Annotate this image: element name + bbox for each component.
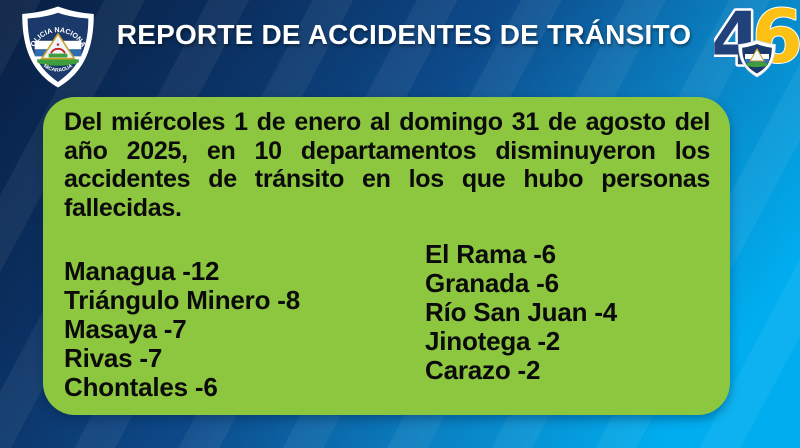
paragraph-line: accidentes de tránsito en los que hubo p… (64, 165, 710, 193)
anniversary-46-logo: 4 6 (714, 6, 800, 80)
police-shield-logo: POLICIA NACIONAL NICARAGUA (19, 5, 94, 88)
list-item: Carazo -2 (425, 355, 541, 385)
department-list-right: El Rama -6 Granada -6 Río San Juan -4 Ji… (425, 240, 617, 385)
triangle-emblem (40, 33, 76, 60)
list-item: El Rama -6 (425, 239, 556, 269)
paragraph-line: fallecidas. (64, 193, 182, 222)
paragraph-line: año 2025, en 10 departamentos disminuyer… (64, 136, 710, 165)
list-item: Rivas -7 (64, 343, 163, 373)
mini-shield-emblem (738, 39, 776, 78)
page-title: REPORTE DE ACCIDENTES DE TRÁNSITO (116, 19, 692, 50)
report-panel: Del miércoles 1 de enero al domingo 31 d… (43, 97, 730, 415)
list-item: Managua -12 (64, 256, 220, 286)
list-item: Río San Juan -4 (425, 297, 618, 327)
police-logo-arc-bottom: NICARAGUA (42, 63, 74, 74)
list-item: Chontales -6 (64, 372, 218, 402)
police-logo-bottom-text: NICARAGUA (42, 63, 74, 74)
list-item: Masaya -7 (64, 314, 187, 344)
list-item: Triángulo Minero -8 (64, 285, 300, 315)
flag-emblem (34, 33, 82, 66)
list-item: Jinotega -2 (425, 326, 561, 356)
summary-paragraph: Del miércoles 1 de enero al domingo 31 d… (64, 108, 710, 222)
list-item: Granada -6 (425, 268, 559, 298)
department-list-left: Managua -12 Triángulo Minero -8 Masaya -… (64, 257, 300, 402)
paragraph-line: Del miércoles 1 de enero al domingo 31 d… (64, 108, 710, 136)
